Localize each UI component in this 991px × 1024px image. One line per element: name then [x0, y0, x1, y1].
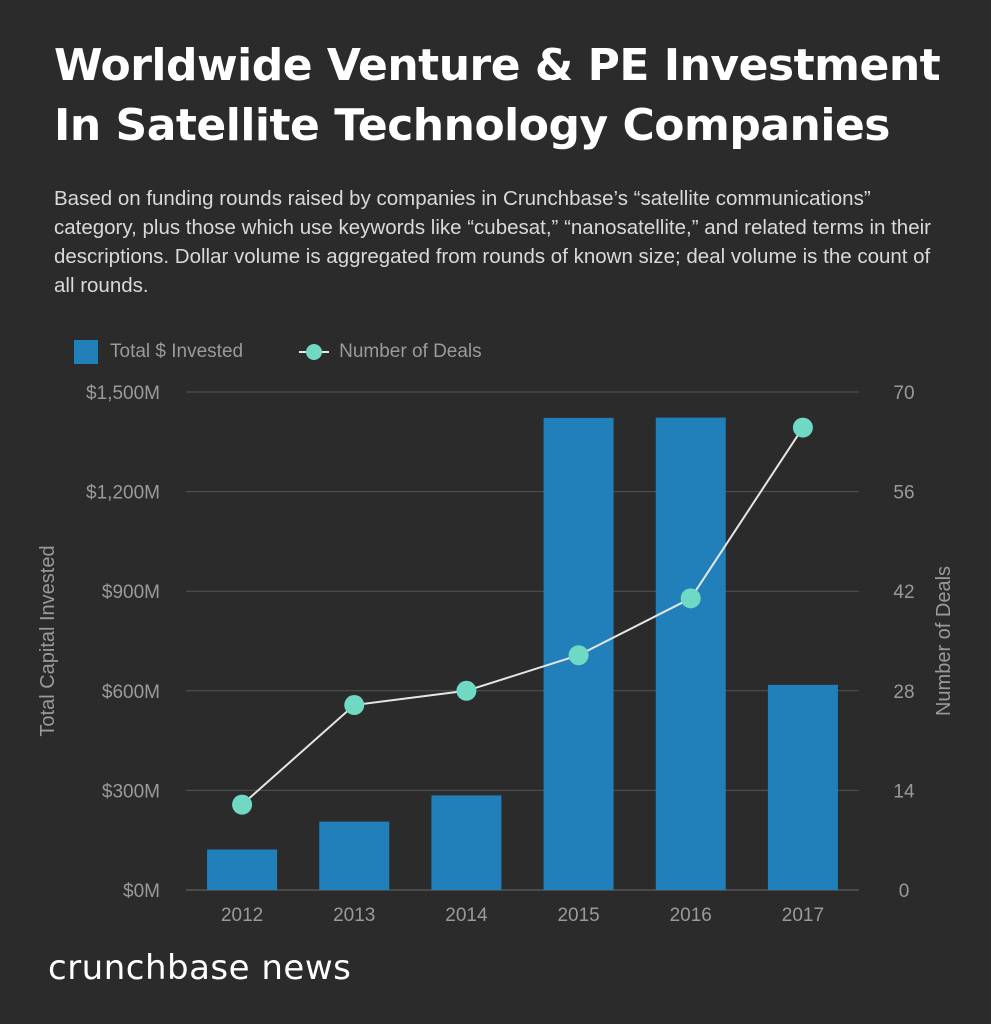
y-tick-label-right: 56	[893, 483, 914, 504]
page-subtitle: Based on funding rounds raised by compan…	[54, 187, 931, 297]
deals-line	[241, 427, 804, 806]
title-line-2: In Satellite Technology Companies	[54, 100, 890, 151]
y-tick-label-right: 0	[899, 881, 910, 902]
y-tick-label-left: $1,200M	[86, 483, 160, 504]
bar-2016	[655, 417, 726, 890]
deals-point-2016	[680, 588, 701, 609]
y-axis-title-left: Total Capital Invested	[37, 545, 59, 736]
bar-2017	[767, 684, 838, 890]
y-tick-label-left: $900M	[102, 582, 160, 603]
x-tick-label: 2012	[221, 905, 263, 926]
brand-logo-text: crunchbase news	[48, 948, 352, 988]
x-tick-label: 2016	[670, 905, 712, 926]
y-tick-label-right: 14	[893, 781, 915, 802]
bar-2013	[319, 821, 390, 890]
y-tick-label-left: $600M	[102, 682, 160, 703]
bar-swatch-icon	[74, 340, 98, 364]
x-tick-label: 2017	[782, 905, 824, 926]
legend-label-total-invested: Total $ Invested	[110, 341, 244, 362]
deals-point-2012	[232, 794, 253, 815]
deals-point-2014	[456, 680, 477, 701]
deals-point-2015	[568, 645, 589, 666]
bar-2012	[207, 849, 278, 890]
deals-point-2013	[344, 695, 365, 716]
x-tick-label: 2015	[557, 905, 599, 926]
bar-2014	[431, 795, 502, 890]
deals-point-2017	[792, 417, 813, 438]
page-title: Worldwide Venture & PE Investment In Sat…	[54, 36, 954, 156]
legend-item-number-of-deals: Number of Deals	[299, 340, 482, 364]
chart-legend: Total $ Invested Number of Deals	[74, 339, 538, 365]
y-tick-label-left: $300M	[102, 781, 160, 802]
title-line-1: Worldwide Venture & PE Investment	[54, 40, 941, 91]
line-marker-icon	[299, 340, 330, 364]
legend-label-number-of-deals: Number of Deals	[339, 341, 482, 362]
x-tick-label: 2014	[445, 905, 488, 926]
y-tick-label-left: $0M	[123, 881, 160, 902]
x-tick-label: 2013	[333, 905, 375, 926]
y-axis-title-right: Number of Deals	[933, 566, 955, 716]
legend-item-total-invested: Total $ Invested	[74, 340, 243, 364]
combo-chart: $0M 0 $300M 14 $600M 28 $900M 42 $1,200M 56 $1,500…	[37, 383, 955, 926]
y-tick-label-right: 70	[893, 383, 914, 404]
y-tick-label-left: $1,500M	[86, 383, 160, 404]
y-tick-label-right: 28	[893, 682, 914, 703]
y-tick-label-right: 42	[893, 582, 914, 603]
